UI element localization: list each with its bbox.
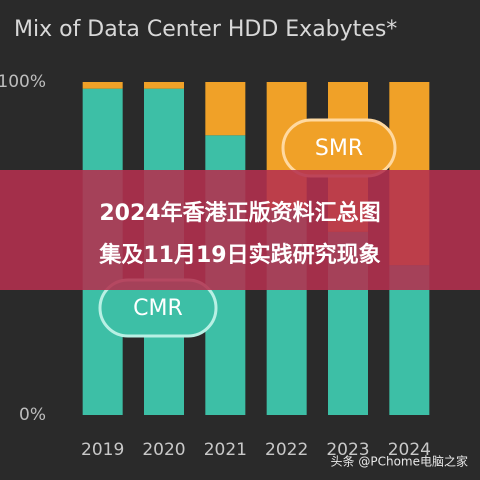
y-tick-label: 0% [19,405,46,425]
x-tick-label: 2022 [265,440,308,460]
bar-segment [205,82,246,136]
x-tick-label: 2020 [142,440,185,460]
y-tick-label: 100% [0,72,46,92]
annotation-label: SMR [315,136,363,161]
banner [0,170,480,290]
bar-segment [389,265,430,415]
banner-text: 集及11月19日实践研究现象 [98,242,380,268]
x-tick-label: 2024 [388,440,431,460]
banner-text: 2024年香港正版资料汇总图 [99,200,380,226]
x-tick-label: 2021 [204,440,247,460]
x-tick-label: 2019 [81,440,124,460]
bar-segment [82,82,123,89]
bar-segment [144,82,184,89]
x-tick-label: 2023 [326,440,369,460]
chart-title: Mix of Data Center HDD Exabytes* [14,17,397,42]
annotation-label: CMR [133,296,183,321]
watermark: 头条 @PChome电脑之家 [331,454,468,469]
